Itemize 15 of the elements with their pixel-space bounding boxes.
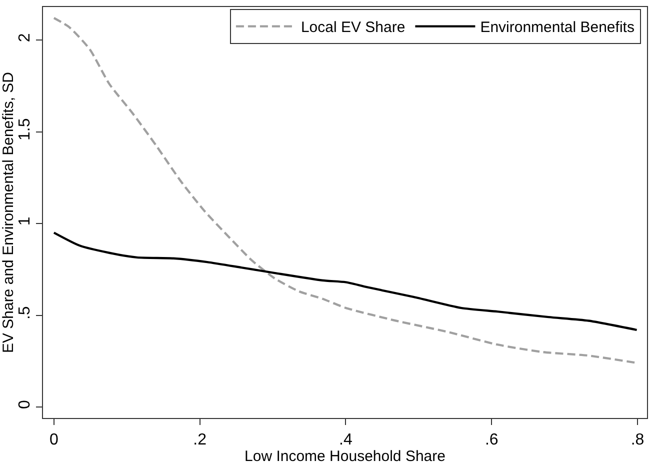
x-tick-label: .2 [193, 431, 207, 448]
x-tick-label: 0 [49, 431, 58, 448]
line-series [52, 232, 638, 332]
x-tick-label: .8 [630, 431, 644, 448]
y-tick-label: .5 [16, 306, 34, 320]
y-tick-label: 0 [16, 400, 34, 410]
y-tick-label: 1.5 [16, 118, 34, 140]
legend-label: Local EV Share [300, 19, 406, 36]
x-axis-title: Low Income Household Share [244, 448, 446, 465]
x-tick-label: .6 [484, 431, 498, 448]
y-tick-label: 1 [16, 216, 34, 226]
y-axis-title: EV Share and Environmental Benefits, SD [0, 72, 17, 353]
x-tick-label: .4 [339, 431, 353, 448]
y-tick-label: 2 [16, 33, 34, 42]
legend-label: Environmental Benefits [480, 19, 634, 36]
